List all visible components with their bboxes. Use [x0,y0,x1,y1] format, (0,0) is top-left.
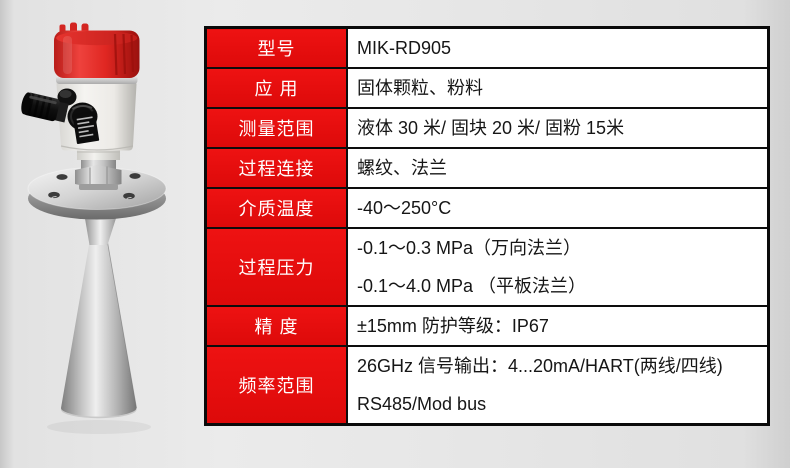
spec-label: 频率范围 [204,345,348,426]
table-row: 过程连接 螺纹、法兰 [204,147,770,189]
spec-label: 型号 [204,26,348,69]
spec-value-line: 液体 30 米/ 固块 20 米/ 固粉 15米 [357,118,625,138]
spec-value: 液体 30 米/ 固块 20 米/ 固粉 15米 [346,107,770,149]
terminal-cap [54,22,140,78]
spec-label: 介质温度 [204,187,348,229]
flange [27,167,167,220]
spec-label: 精 度 [204,305,348,347]
vent-knob [57,88,77,106]
spec-value: ±15mm 防护等级：IP67 [346,305,770,347]
spec-value-line: -40～250°C [357,198,452,218]
table-row: 过程压力 -0.1～0.3 MPa（万向法兰） -0.1～4.0 MPa （平板法兰… [204,227,770,307]
spec-value: -40～250°C [346,187,770,229]
spec-value-line: 26GHz 信号输出：4...20mA/HART(两线/四线) [357,356,723,376]
spec-value: MIK-RD905 [346,26,770,69]
table-row: 型号 MIK-RD905 [204,26,770,69]
spec-value-line: 固体颗粒、粉料 [357,78,483,98]
spec-table-body: 型号 MIK-RD905 应 用固体颗粒、粉料 测量范围 液体 30 米/ 固块 20 … [204,26,770,426]
spec-value: 固体颗粒、粉料 [346,67,770,109]
ground-shadow [47,420,151,434]
spec-value: 螺纹、法兰 [346,147,770,189]
spec-value-line: -0.1～4.0 MPa （平板法兰） [357,276,587,296]
horn-antenna [60,241,137,419]
spec-value-line: -0.1～0.3 MPa（万向法兰） [357,238,582,258]
spec-value-line: RS485/Mod bus [357,394,487,414]
product-image [21,22,167,434]
table-row: 应 用固体颗粒、粉料 [204,67,770,109]
cable-gland [21,92,69,123]
table-row: 测量范围 液体 30 米/ 固块 20 米/ 固粉 15米 [204,107,770,149]
spec-value: -0.1～0.3 MPa（万向法兰） -0.1～4.0 MPa （平板法兰） [346,227,770,307]
spec-label: 应 用 [204,67,348,109]
spec-value-line: MIK-RD905 [357,38,452,58]
spec-label: 过程压力 [204,227,348,307]
table-row: 介质温度 -40～250°C [204,187,770,229]
spec-label: 测量范围 [204,107,348,149]
table-row: 精 度 ±15mm 防护等级：IP67 [204,305,770,347]
spec-value-line: ±15mm 防护等级：IP67 [357,316,549,336]
spec-label: 过程连接 [204,147,348,189]
spec-table: 型号 MIK-RD905 应 用固体颗粒、粉料 测量范围 液体 30 米/ 固块 20 … [204,26,770,426]
spec-value-line: 螺纹、法兰 [357,158,447,178]
table-row: 频率范围 26GHz 信号输出：4...20mA/HART(两线/四线) RS485… [204,345,770,426]
bolt-holes [48,173,141,200]
process-connection [75,156,122,190]
name-plate [72,111,100,144]
spec-value: 26GHz 信号输出：4...20mA/HART(两线/四线) RS485/Mod… [346,345,770,426]
